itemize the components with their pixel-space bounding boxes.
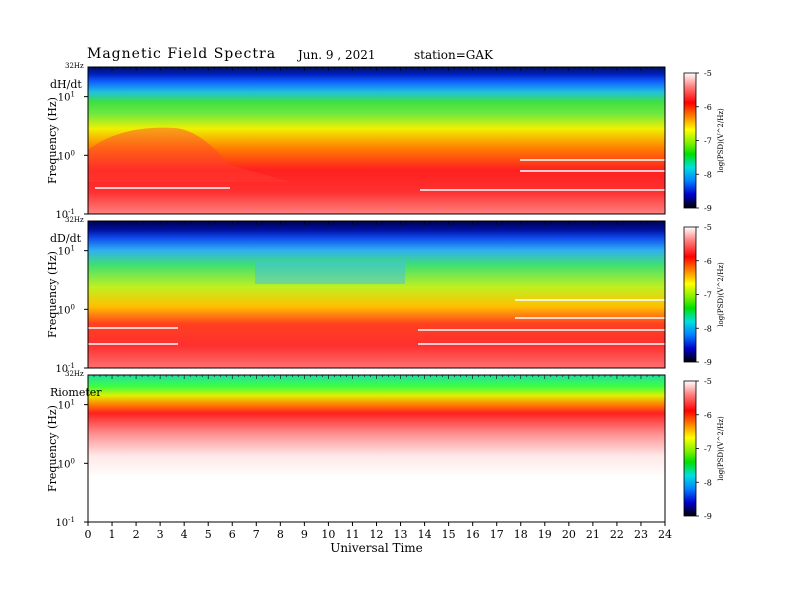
- x-tick-label: 23: [634, 528, 648, 541]
- colorbar-label: log(PSD)(V^2/Hz): [717, 262, 725, 327]
- station-label: station=GAK: [414, 48, 494, 62]
- freq-top-label: 32Hz: [65, 62, 84, 70]
- colorbar-tick-label: -6: [704, 411, 712, 420]
- x-tick-label: 4: [181, 528, 188, 541]
- colorbar-tick-label: -8: [704, 324, 712, 333]
- panel-label-dD-dt: dD/dt: [50, 232, 82, 245]
- y-axis-label: Frequency (Hz): [46, 251, 59, 338]
- x-tick-label: 8: [277, 528, 284, 541]
- colorbar-tick-label: -7: [704, 137, 712, 146]
- spectrogram-riometer: [88, 375, 665, 522]
- x-tick-label: 21: [586, 528, 600, 541]
- panel-label-dH-dt: dH/dt: [50, 78, 82, 91]
- x-tick-label: 1: [109, 528, 116, 541]
- colorbar-tick-label: -9: [704, 204, 712, 213]
- colorbar: [683, 226, 697, 363]
- colorbar-tick-label: -5: [704, 377, 712, 386]
- y-tick-label: 10-1: [55, 516, 75, 529]
- y-tick-label: 100: [58, 149, 75, 162]
- x-tick-label: 18: [514, 528, 528, 541]
- freq-top-label: 32Hz: [65, 216, 84, 224]
- y-tick-label: 101: [58, 245, 75, 258]
- date-label: Jun. 9 , 2021: [298, 48, 376, 62]
- colorbar-tick-label: -5: [704, 223, 712, 232]
- colorbar-tick-label: -9: [704, 512, 712, 521]
- x-tick-label: 3: [157, 528, 164, 541]
- colorbar-tick-label: -6: [704, 103, 712, 112]
- colorbar-tick-label: -7: [704, 291, 712, 300]
- page-title: Magnetic Field Spectra: [87, 46, 277, 62]
- x-tick-label: 2: [133, 528, 140, 541]
- x-tick-label: 12: [370, 528, 384, 541]
- panel-frame: [87, 220, 666, 369]
- x-tick-label: 6: [229, 528, 236, 541]
- x-tick-label: 16: [466, 528, 480, 541]
- x-tick-label: 17: [490, 528, 504, 541]
- spectrogram-dD-dt: [88, 221, 665, 368]
- x-tick-label: 19: [538, 528, 552, 541]
- x-tick-label: 14: [418, 528, 432, 541]
- panel-label-riometer: Riometer: [50, 386, 102, 399]
- panel-frame: [87, 66, 666, 215]
- colorbar-tick-label: -9: [704, 358, 712, 367]
- colorbar-tick-label: -6: [704, 257, 712, 266]
- colorbar: [683, 380, 697, 517]
- x-tick-label: 0: [85, 528, 92, 541]
- y-axis-label: Frequency (Hz): [46, 97, 59, 184]
- quiet-region: [255, 262, 405, 284]
- enhanced-power-region: [88, 127, 290, 182]
- x-tick-label: 10: [321, 528, 335, 541]
- x-tick-label: 13: [394, 528, 408, 541]
- x-tick-label: 5: [205, 528, 212, 541]
- y-tick-label: 101: [58, 399, 75, 412]
- x-tick-label: 20: [562, 528, 576, 541]
- x-tick-label: 22: [610, 528, 624, 541]
- x-tick-label: 15: [442, 528, 456, 541]
- y-tick-label: 101: [58, 91, 75, 104]
- colorbar-tick-label: -8: [704, 170, 712, 179]
- colorbar-tick-label: -8: [704, 478, 712, 487]
- freq-top-label: 32Hz: [65, 370, 84, 378]
- colorbar-tick-label: -7: [704, 445, 712, 454]
- x-tick-label: 9: [301, 528, 308, 541]
- x-tick-label: 11: [345, 528, 359, 541]
- y-tick-label: 100: [58, 303, 75, 316]
- y-tick-label: 100: [58, 457, 75, 470]
- x-tick-label: 7: [253, 528, 260, 541]
- y-axis-label: Frequency (Hz): [46, 405, 59, 492]
- x-tick-label: 24: [658, 528, 672, 541]
- x-axis-label: Universal Time: [330, 541, 423, 555]
- colorbar-label: log(PSD)(V^2/Hz): [717, 416, 725, 481]
- colorbar-tick-label: -5: [704, 69, 712, 78]
- colorbar-label: log(PSD)(V^2/Hz): [717, 108, 725, 173]
- colorbar: [683, 72, 697, 209]
